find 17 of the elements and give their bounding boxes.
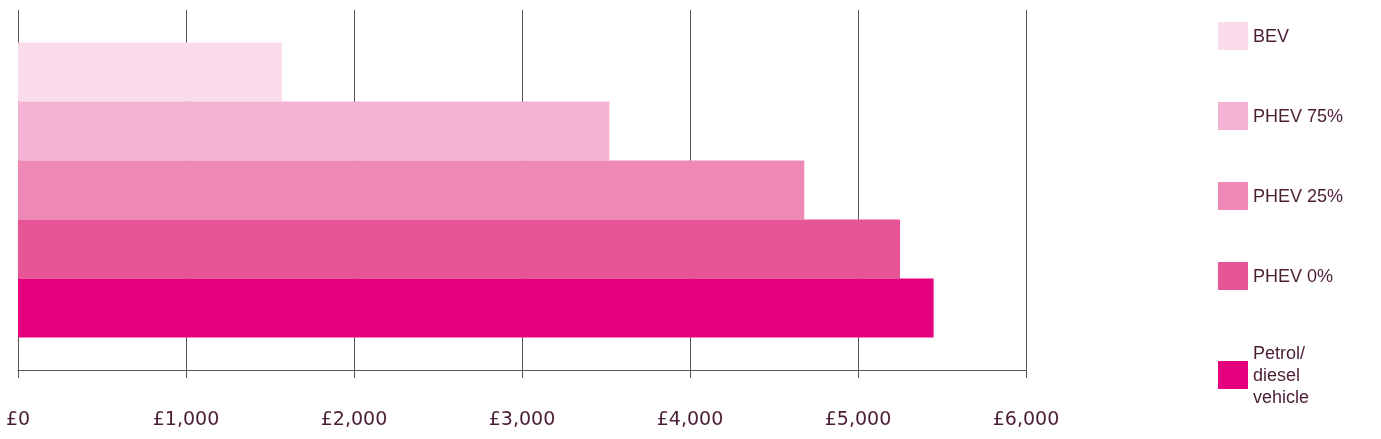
bar <box>18 160 805 220</box>
legend-label: PHEV 75% <box>1253 106 1344 126</box>
bar <box>18 219 900 279</box>
legend-label: BEV <box>1253 26 1290 46</box>
bar <box>18 278 934 338</box>
x-tick-label: £1,000 <box>152 406 220 429</box>
x-tick-label: £3,000 <box>488 406 556 429</box>
bar <box>18 42 282 102</box>
x-tick-label: £4,000 <box>656 406 724 429</box>
legend-label: Petrol/ diesel vehicle <box>1253 343 1311 407</box>
x-tick-label: £0 <box>5 406 31 429</box>
x-tick-label: £2,000 <box>320 406 388 429</box>
legend-label: PHEV 0% <box>1253 266 1334 286</box>
bar <box>18 101 610 161</box>
legend-label: PHEV 25% <box>1253 186 1344 206</box>
x-tick-label: £5,000 <box>824 406 892 429</box>
x-tick-label: £6,000 <box>992 406 1060 429</box>
